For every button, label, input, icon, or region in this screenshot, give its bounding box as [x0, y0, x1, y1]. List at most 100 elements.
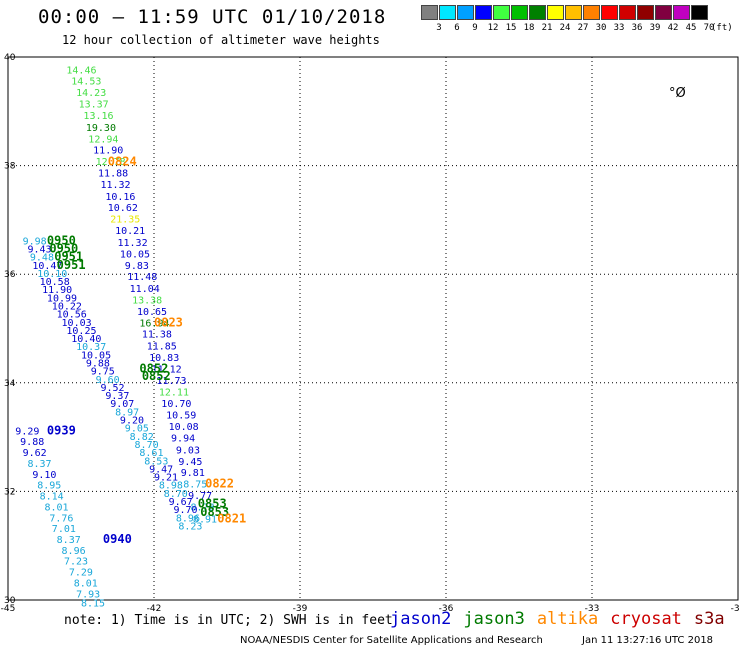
wave-height-value: 11.32 — [100, 180, 130, 191]
lon-tick-label: -39 — [293, 604, 308, 614]
wave-height-value: 12.11 — [159, 387, 189, 398]
wave-height-value: 11.04 — [130, 284, 160, 295]
lat-tick-label: 30 — [4, 596, 16, 606]
colorbar-swatch — [457, 5, 474, 20]
pass-time-label: 0823 — [154, 315, 183, 329]
lat-lon-grid — [7, 56, 739, 601]
wave-height-value: 9.83 — [125, 261, 149, 272]
colorbar-label: 27 — [577, 23, 589, 33]
colorbar-swatch — [565, 5, 582, 20]
colorbar-swatch — [637, 5, 654, 20]
satellite-legend: jason2 jason3 altika cryosat s3a — [390, 609, 737, 629]
wave-height-value: 10.70 — [161, 399, 191, 410]
footer-note: note: 1) Time is in UTC; 2) SWH is in fe… — [64, 613, 393, 628]
wave-height-value: 9.62 — [23, 448, 47, 459]
lat-tick-label: 34 — [4, 379, 16, 389]
wave-height-value: 8.01 — [74, 578, 98, 589]
lon-tick-label: -30 — [731, 604, 740, 614]
lat-tick-label: 32 — [4, 487, 15, 497]
wave-height-value: 10.22 — [52, 301, 82, 312]
wave-height-value: 10.03 — [62, 318, 92, 329]
wave-height-value: 8.98 — [159, 481, 183, 492]
wave-height-value: 10.25 — [66, 326, 96, 337]
legend-cryosat: cryosat — [610, 609, 682, 629]
wave-height-value: 9.94 — [171, 433, 195, 444]
wave-height-value: 11.32 — [118, 238, 148, 249]
wave-height-value: 10.05 — [81, 350, 111, 361]
wave-height-value: 8.91 — [193, 514, 217, 525]
colorbar-swatch — [439, 5, 456, 20]
pass-time-label: 0939 — [47, 423, 76, 437]
wave-height-value: 21.35 — [110, 215, 140, 226]
wave-height-value: 10.37 — [76, 342, 106, 353]
colorbar-label: 39 — [649, 23, 661, 33]
colorbar-swatch — [601, 5, 618, 20]
wave-height-value: 9.98 — [23, 236, 47, 247]
wave-height-value: 9.07 — [110, 399, 134, 410]
colorbar-label: 42 — [667, 23, 679, 33]
colorbar-label: 24 — [559, 23, 571, 33]
colorbar-swatch — [691, 5, 708, 20]
wave-height-value: 8.70 — [135, 440, 159, 451]
wave-height-value: 8.96 — [62, 546, 86, 557]
wave-height-value: 11.90 — [93, 146, 123, 157]
wave-height-value: 7.29 — [69, 568, 93, 579]
colorbar-label: 70 — [703, 23, 715, 33]
pass-time-label: 0950 — [47, 233, 76, 247]
wave-height-value: 9.81 — [181, 468, 205, 479]
wave-height-value: 13.37 — [79, 99, 109, 110]
legend-jason3: jason3 — [463, 609, 525, 629]
legend-s3a: s3a — [693, 609, 725, 629]
wave-height-value: 9.03 — [176, 445, 200, 456]
wave-height-value: 10.21 — [115, 226, 145, 237]
wave-height-value: 10.47 — [32, 261, 62, 272]
wave-height-value: 8.78 — [191, 502, 215, 513]
colorbar-label: 9 — [472, 23, 478, 33]
colorbar-label: 12 — [487, 23, 499, 33]
wave-height-value: 8.14 — [40, 492, 64, 503]
wave-height-value: 8.82 — [130, 432, 154, 443]
wave-height-value: 12.94 — [88, 134, 118, 145]
wave-height-value: 7.93 — [76, 589, 100, 600]
pass-time-label: 0852 — [142, 369, 171, 383]
wave-height-value: 10.56 — [57, 310, 87, 321]
wave-height-value: 16.94 — [139, 318, 169, 329]
wave-height-value: 8.96 — [176, 513, 200, 524]
pass-time-label: 0950 — [49, 241, 78, 255]
wave-height-value: 9.21 — [154, 473, 178, 484]
pass-time-label: 0853 — [200, 505, 229, 519]
lon-tick-label: -36 — [439, 604, 454, 614]
wave-height-value: 8.75 — [183, 480, 207, 491]
map-subtitle: 12 hour collection of altimeter wave hei… — [62, 33, 380, 47]
wave-height-value: 10.40 — [71, 334, 101, 345]
pass-time-label: 0852 — [139, 361, 168, 375]
wave-height-value: 8.15 — [81, 599, 105, 610]
wave-height-value: 10.58 — [40, 277, 70, 288]
wave-height-value: 8.97 — [115, 407, 139, 418]
wave-height-value: 9.77 — [188, 491, 212, 502]
colorbar-swatch — [655, 5, 672, 20]
island-glyph: °Ø — [669, 86, 686, 101]
lon-tick-label: -45 — [1, 604, 16, 614]
wave-height-value: 9.88 — [20, 437, 44, 448]
wave-height-value: 10.10 — [37, 269, 67, 280]
wave-height-value: 9.10 — [32, 470, 56, 481]
colorbar-label: 36 — [631, 23, 643, 33]
wave-height-value: 9.05 — [125, 424, 149, 435]
colorbar-label: 3 — [436, 23, 442, 33]
credit-line: NOAA/NESDIS Center for Satellite Applica… — [240, 635, 543, 646]
wave-height-value: 11.90 — [42, 285, 72, 296]
wave-height-value: 10.59 — [166, 411, 196, 422]
pass-time-label: 0940 — [103, 532, 132, 546]
pass-time-label: 0824 — [108, 155, 137, 169]
pass-time-label: 0821 — [217, 511, 246, 525]
wave-height-value: 8.37 — [27, 459, 51, 470]
wave-height-value: 9.20 — [120, 416, 144, 427]
wave-height-value: 11.88 — [98, 168, 128, 179]
wave-height-value: 7.23 — [64, 557, 88, 568]
wave-height-value: 10.65 — [137, 307, 167, 318]
colorbar-unit: (ft) — [711, 23, 733, 33]
wave-height-value: 9.45 — [178, 457, 202, 468]
wave-height-value: 9.37 — [105, 391, 129, 402]
